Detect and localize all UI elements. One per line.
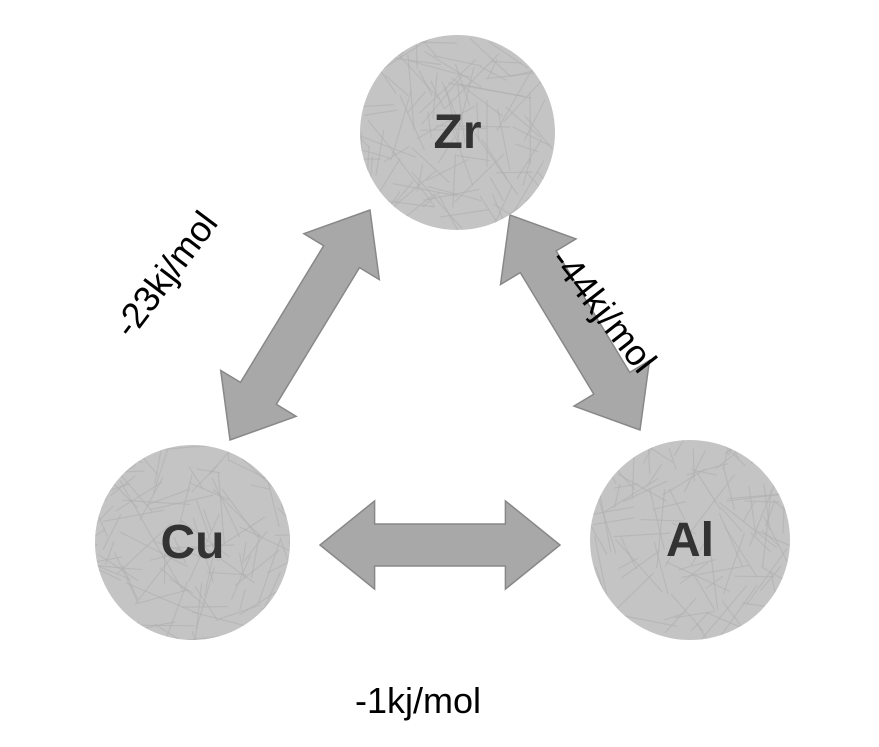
node-label-al: Al	[666, 513, 714, 568]
node-al: Al	[590, 440, 790, 640]
edge-label-zr-cu: -23kj/mol	[105, 203, 226, 345]
node-label-zr: Zr	[434, 105, 482, 160]
edge-label-zr-al: -44kj/mol	[542, 240, 665, 381]
node-label-cu: Cu	[161, 515, 225, 570]
node-zr: Zr	[360, 35, 555, 230]
edge-label-cu-al: -1kj/mol	[355, 680, 481, 722]
node-cu: Cu	[95, 445, 290, 640]
